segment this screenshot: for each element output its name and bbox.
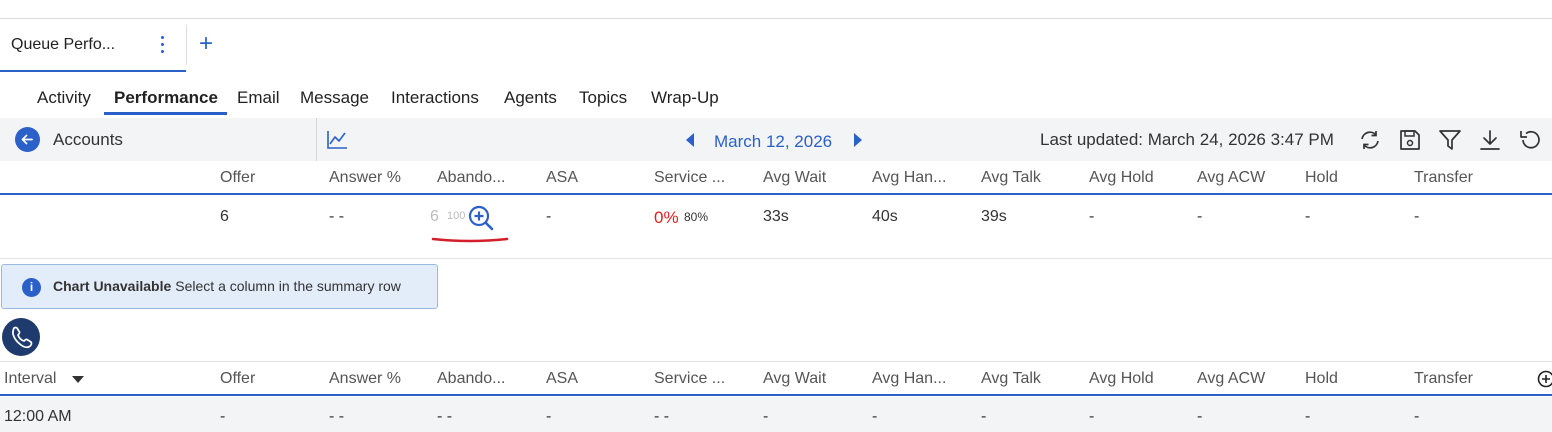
column-header-avg-hold[interactable]: Avg Hold [1089, 370, 1154, 387]
cell-avg-acw[interactable]: - [1197, 408, 1203, 425]
add-tab-button[interactable]: + [198, 30, 213, 57]
column-header-asa[interactable]: ASA [546, 169, 579, 186]
column-header-avg-talk[interactable]: Avg Talk [981, 370, 1041, 387]
cell-asa[interactable]: - [546, 408, 552, 425]
back-icon[interactable] [15, 127, 40, 152]
refresh-icon[interactable] [1358, 128, 1382, 152]
column-header-offer[interactable]: Offer [220, 370, 256, 387]
save-icon[interactable] [1398, 128, 1422, 152]
page-title: Accounts [53, 130, 123, 149]
info-icon: i [22, 278, 41, 297]
cell-service-level[interactable]: - - [654, 408, 670, 425]
sort-caret-icon[interactable] [72, 376, 84, 383]
column-header-transfer[interactable]: Transfer [1414, 169, 1473, 186]
column-header-abandon[interactable]: Abando... [437, 370, 506, 387]
column-header-avg-wait[interactable]: Avg Wait [763, 370, 827, 387]
summary-row[interactable]: 6 - - 6 100 - 0% 80% 33s 40s 39s - - - - [0, 196, 1552, 259]
top-strip [0, 0, 1552, 19]
cell-offer[interactable]: 6 [220, 208, 229, 225]
reset-icon[interactable] [1518, 128, 1542, 152]
active-tab-indicator [104, 112, 227, 115]
column-header-avg-wait[interactable]: Avg Wait [763, 169, 827, 186]
line-chart-icon[interactable] [326, 130, 348, 150]
cell-abandon[interactable]: - - [437, 408, 453, 425]
tab-performance[interactable]: Performance [114, 88, 218, 107]
tab-agents[interactable]: Agents [504, 88, 557, 107]
column-header-avg-handle[interactable]: Avg Han... [872, 370, 947, 387]
tab-interactions[interactable]: Interactions [391, 88, 479, 107]
column-header-answer-pct[interactable]: Answer % [329, 169, 402, 186]
interval-table-header: Interval Offer Answer % Abando... ASA Se… [0, 361, 1552, 396]
banner-text: Chart Unavailable Select a column in the … [53, 278, 401, 294]
column-header-avg-hold[interactable]: Avg Hold [1089, 169, 1154, 186]
cell-asa[interactable]: - [546, 208, 552, 225]
workspace-tab-queue-performance[interactable]: Queue Perfo... [0, 19, 186, 72]
zoom-in-icon[interactable] [466, 204, 496, 234]
cell-avg-handle[interactable]: - [872, 408, 878, 425]
cell-avg-acw[interactable]: - [1197, 208, 1203, 225]
tab-wrap-up[interactable]: Wrap-Up [651, 88, 719, 107]
cell-service-level[interactable]: 0% [654, 208, 679, 227]
cell-transfer[interactable]: - [1414, 408, 1420, 425]
column-header-hold[interactable]: Hold [1305, 370, 1338, 387]
cell-avg-wait[interactable]: 33s [763, 208, 789, 225]
toolbar: Accounts March 12, 2026 Last updated: Ma… [0, 118, 1552, 161]
tab-activity[interactable]: Activity [37, 88, 91, 107]
cell-avg-wait[interactable]: - [763, 408, 769, 425]
column-header-service-level[interactable]: Service ... [654, 370, 726, 387]
column-header-asa[interactable]: ASA [546, 370, 579, 387]
prev-icon[interactable] [684, 132, 696, 148]
column-header-offer[interactable]: Offer [220, 169, 256, 186]
cell-hold[interactable]: - [1305, 208, 1311, 225]
cell-offer[interactable]: - [220, 408, 226, 425]
add-column-icon[interactable] [1537, 370, 1552, 388]
summary-table-header: Offer Answer % Abando... ASA Service ...… [0, 161, 1552, 195]
annotation-underline [430, 232, 510, 243]
cell-avg-hold[interactable]: - [1089, 408, 1095, 425]
table-row[interactable]: 12:00 AM - - - - - - - - - - - - - - - [0, 397, 1552, 432]
workspace-tab-label: Queue Perfo... [11, 36, 116, 53]
column-header-hold[interactable]: Hold [1305, 169, 1338, 186]
sub-navigation: Activity Performance Email Message Inter… [0, 84, 1552, 116]
tab-message[interactable]: Message [300, 88, 369, 107]
last-updated-text: Last updated: March 24, 2026 3:47 PM [1040, 130, 1334, 149]
phone-icon[interactable] [2, 318, 40, 356]
banner-message: Select a column in the summary row [175, 278, 401, 294]
column-header-transfer[interactable]: Transfer [1414, 370, 1473, 387]
column-header-interval[interactable]: Interval [4, 370, 57, 387]
cell-hold[interactable]: - [1305, 408, 1311, 425]
column-header-avg-acw[interactable]: Avg ACW [1197, 169, 1266, 186]
cell-abandon[interactable]: 6 [430, 208, 439, 225]
cell-answer-pct[interactable]: - - [329, 408, 345, 425]
tab-topics[interactable]: Topics [579, 88, 628, 107]
cell-answer-pct[interactable]: - - [329, 208, 345, 225]
column-header-avg-handle[interactable]: Avg Han... [872, 169, 947, 186]
cell-abandon-pct: 100 [447, 210, 466, 222]
workspace-tab-bar: Queue Perfo... + [0, 19, 1552, 72]
cell-transfer[interactable]: - [1414, 208, 1420, 225]
cell-service-target: 80% [684, 210, 709, 224]
filter-icon[interactable] [1438, 128, 1462, 152]
tab-divider [186, 25, 187, 65]
cell-avg-talk[interactable]: - [981, 408, 987, 425]
column-header-answer-pct[interactable]: Answer % [329, 370, 402, 387]
column-header-service-level[interactable]: Service ... [654, 169, 726, 186]
next-icon[interactable] [852, 132, 864, 148]
kebab-menu-icon[interactable] [156, 33, 170, 55]
column-header-avg-talk[interactable]: Avg Talk [981, 169, 1041, 186]
info-banner: i Chart Unavailable Select a column in th… [1, 264, 438, 309]
download-icon[interactable] [1478, 128, 1502, 152]
column-header-avg-acw[interactable]: Avg ACW [1197, 370, 1266, 387]
cell-interval[interactable]: 12:00 AM [4, 408, 72, 425]
date-picker[interactable]: March 12, 2026 [714, 132, 833, 151]
cell-avg-hold[interactable]: - [1089, 208, 1095, 225]
tab-email[interactable]: Email [237, 88, 280, 107]
cell-avg-handle[interactable]: 40s [872, 208, 898, 225]
cell-avg-talk[interactable]: 39s [981, 208, 1007, 225]
banner-title: Chart Unavailable [53, 278, 172, 294]
toolbar-divider [316, 118, 317, 161]
column-header-abandon[interactable]: Abando... [437, 169, 506, 186]
